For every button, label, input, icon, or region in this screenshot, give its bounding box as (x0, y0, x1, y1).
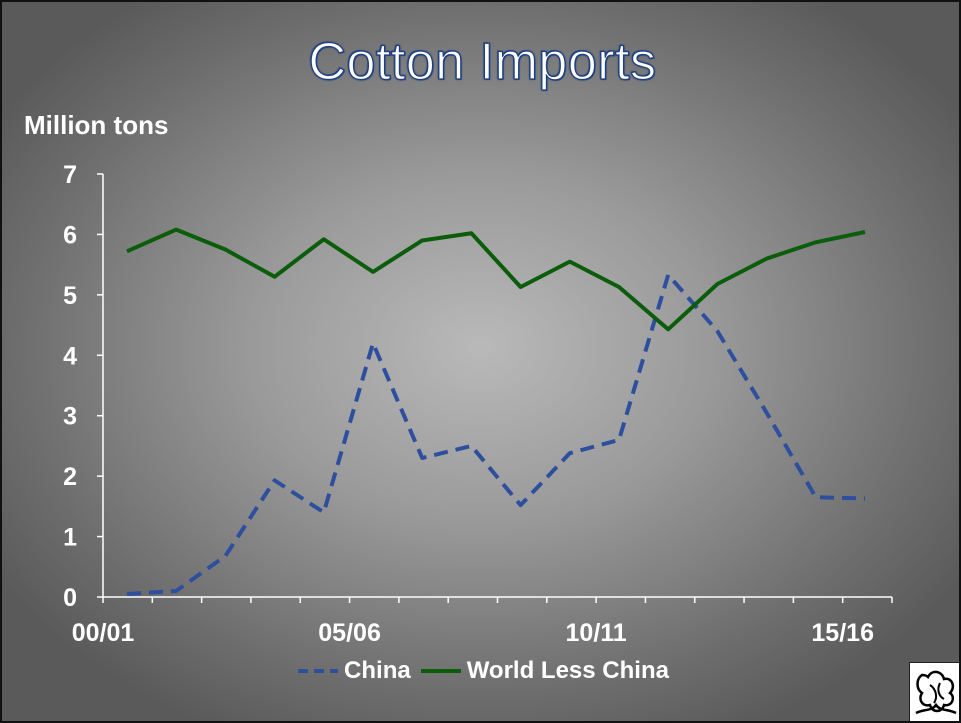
y-tick-label: 0 (63, 584, 77, 612)
y-tick-label: 3 (63, 403, 77, 431)
chart-legend: China World Less China (2, 657, 959, 685)
x-tick-label: 00/01 (72, 619, 135, 647)
y-tick-label: 5 (63, 282, 77, 310)
y-tick-label: 2 (63, 463, 77, 491)
legend-item: World Less China (419, 657, 669, 685)
series-line-china (126, 272, 866, 596)
y-tick-label: 1 (63, 524, 77, 552)
chart-title: Cotton Imports (308, 32, 657, 91)
legend-swatch (298, 669, 339, 673)
series-line-world-less-china (126, 227, 866, 332)
legend-item: China (296, 657, 411, 685)
x-tick-label: 05/06 (318, 619, 381, 647)
x-tick-label: 10/11 (566, 619, 627, 647)
legend-label: World Less China (466, 657, 669, 684)
x-tick-label: 15/16 (811, 619, 874, 647)
y-axis-label: Million tons (24, 110, 169, 140)
legend-swatch (420, 669, 461, 673)
y-tick-label: 6 (63, 221, 77, 249)
cotton-logo-icon (909, 662, 959, 721)
legend-label: China (344, 657, 411, 684)
y-tick-label: 7 (63, 161, 77, 189)
y-tick-label: 4 (63, 342, 77, 370)
